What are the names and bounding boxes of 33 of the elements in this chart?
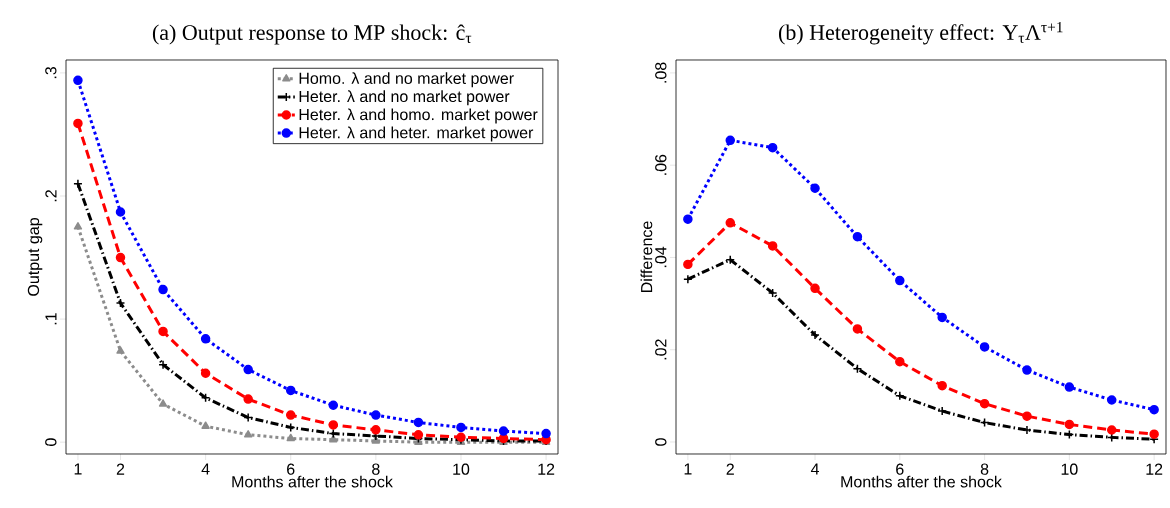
x-tick-label: 6	[896, 463, 904, 475]
y-tick-label: .06	[655, 154, 667, 175]
y-tick-label: 0	[45, 438, 57, 446]
chart-title: (a) Output response to MP shock: ĉ$_{τ}$	[152, 24, 472, 45]
chart-title: (b) Heterogeneity effect: Υ$_{τ}$Λ$^{τ+1}$	[778, 22, 1063, 45]
x-tick-label: 12	[538, 463, 555, 475]
x-tick-label: 4	[810, 463, 820, 475]
y-axis-title: Difference	[640, 221, 653, 292]
y-tick-label: .2	[45, 190, 57, 202]
legend-label: Heter. λ and homo. market power	[299, 108, 538, 124]
x-tick-label: 2	[726, 463, 734, 475]
x-tick-label: 2	[116, 463, 125, 475]
y-axis-title: Output gap	[27, 218, 43, 296]
legend-label: Heter. λ and no market power	[299, 90, 510, 106]
x-tick-label: 1	[684, 463, 692, 475]
y-tick-label: .02	[655, 339, 667, 360]
y-tick-label: 0	[655, 438, 667, 446]
y-tick-label: .1	[45, 313, 57, 325]
x-tick-label: 10	[453, 463, 470, 475]
x-tick-label: 4	[201, 463, 210, 475]
x-tick-label: 8	[980, 463, 989, 475]
x-tick-label: 6	[287, 463, 295, 475]
x-axis-title: Months after the shock	[841, 475, 1002, 488]
y-tick-label: .04	[655, 246, 667, 268]
legend-label: Heter. λ and heter. market power	[299, 126, 534, 142]
x-tick-label: 8	[372, 463, 380, 475]
legend-label: Homo. λ and no market power	[299, 72, 514, 88]
x-tick-label: 10	[1061, 463, 1078, 475]
y-tick-label: .3	[45, 66, 57, 79]
x-tick-label: 1	[74, 463, 82, 475]
y-tick-label: .08	[655, 62, 667, 83]
x-axis-title: Months after the shock	[232, 475, 393, 488]
x-tick-label: 12	[1146, 463, 1163, 475]
